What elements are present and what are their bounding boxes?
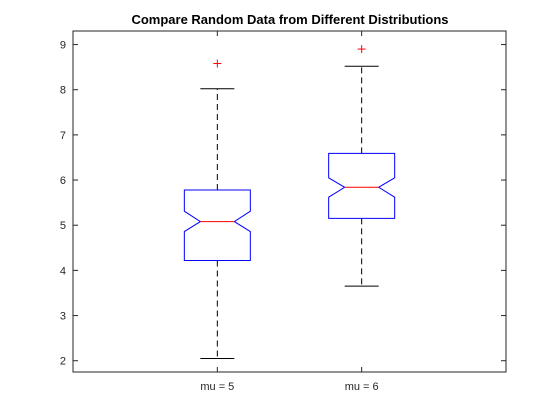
y-tick-label: 9 xyxy=(60,40,66,52)
box-group xyxy=(183,45,396,359)
notched-box xyxy=(183,189,251,261)
y-tick-label: 5 xyxy=(60,220,66,232)
box-2 xyxy=(328,45,396,287)
y-tick-label: 8 xyxy=(60,85,66,97)
outlier-marker xyxy=(213,59,222,68)
notched-box xyxy=(328,152,396,219)
x-tick-label: mu = 6 xyxy=(345,381,379,393)
outlier-marker xyxy=(357,45,366,54)
y-tick-label: 2 xyxy=(60,356,66,368)
chart-title: Compare Random Data from Different Distr… xyxy=(131,12,448,27)
x-tick-label: mu = 5 xyxy=(200,381,234,393)
box-1 xyxy=(183,59,251,359)
plot-area-frame xyxy=(72,30,507,373)
y-tick-label: 6 xyxy=(60,175,66,187)
y-tick-label: 3 xyxy=(60,311,66,323)
y-tick-label: 7 xyxy=(60,130,66,142)
x-axis: mu = 5 mu = 6 xyxy=(200,31,379,393)
y-tick-label: 4 xyxy=(60,265,66,277)
y-axis: 2 3 4 5 6 7 8 9 xyxy=(60,40,506,368)
